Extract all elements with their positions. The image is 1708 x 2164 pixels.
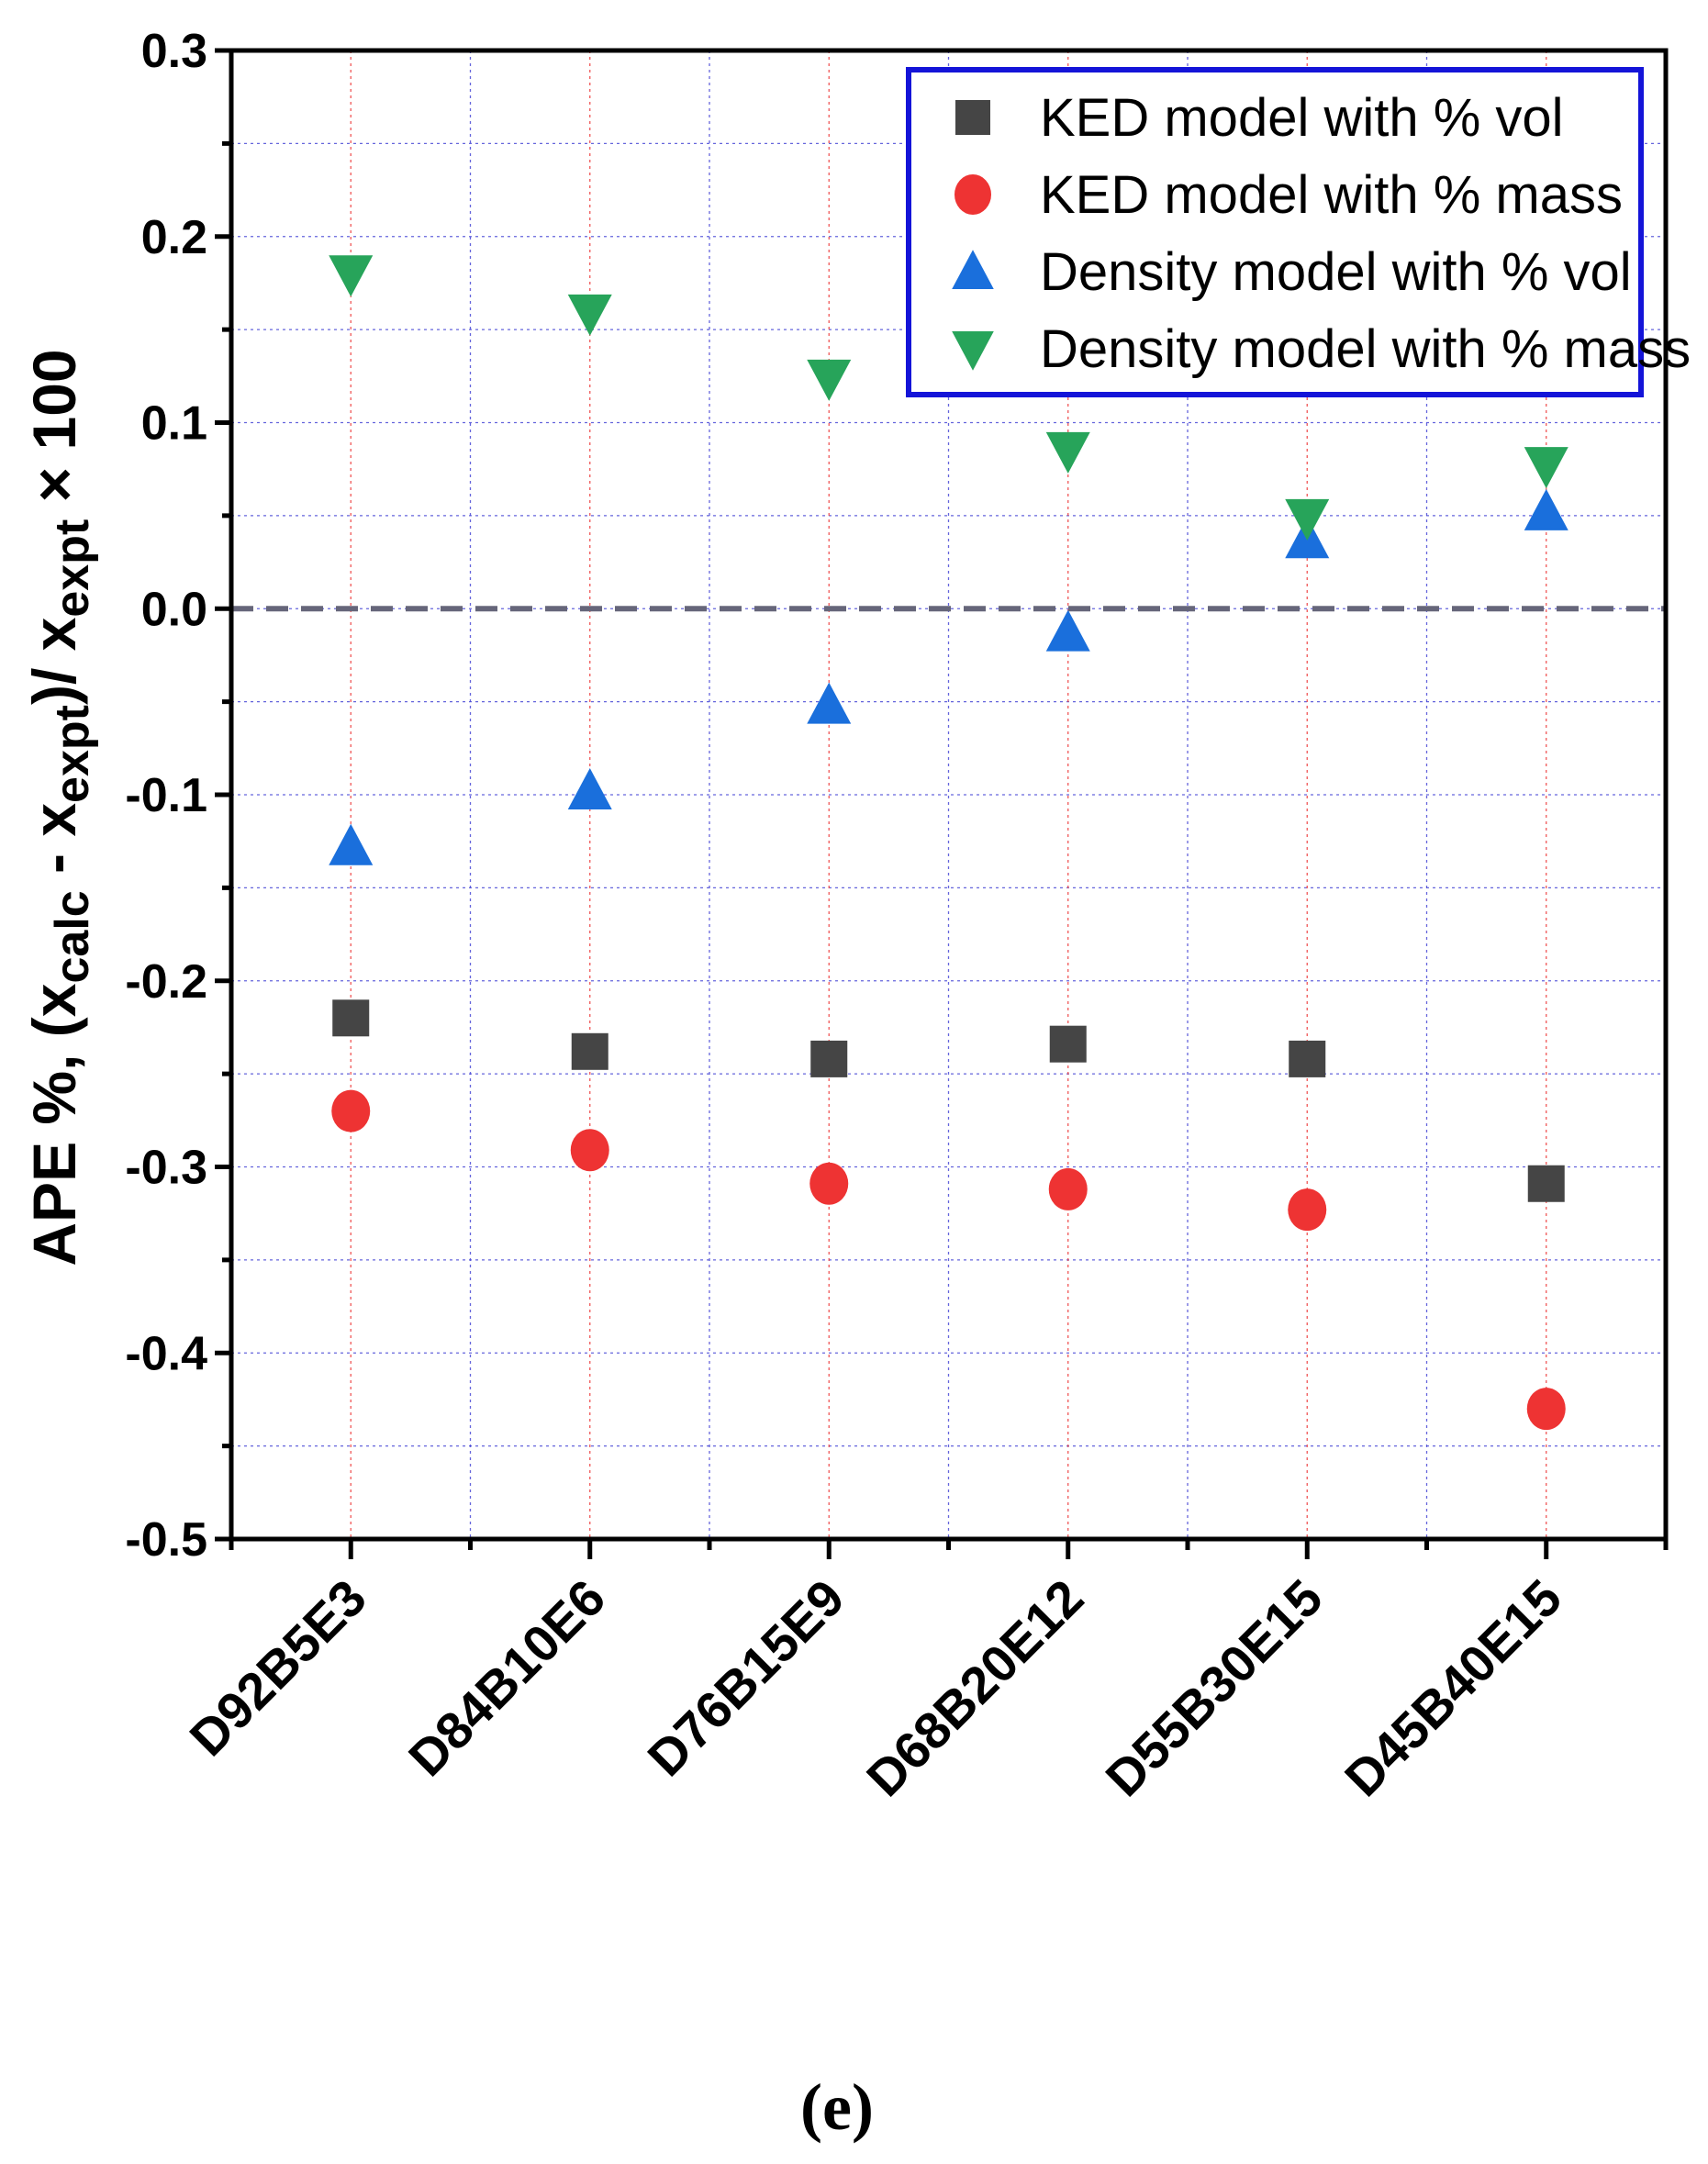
data-point-square xyxy=(1289,1040,1326,1077)
data-point-triangle-up xyxy=(807,682,852,724)
y-tick-label: 0.0 xyxy=(141,583,207,636)
data-point-triangle-down xyxy=(567,294,612,336)
data-point-circle xyxy=(1288,1188,1327,1232)
y-tick-label: -0.2 xyxy=(125,955,207,1009)
series-0 xyxy=(332,999,1565,1202)
data-point-triangle-up xyxy=(329,823,374,865)
x-tick-label: D76B15E9 xyxy=(636,1568,854,1787)
grid-layer xyxy=(231,50,1666,1539)
data-point-circle xyxy=(1048,1167,1088,1210)
data-point-circle xyxy=(570,1129,609,1172)
y-tick-label: -0.1 xyxy=(125,769,207,822)
y-tick-label: -0.4 xyxy=(125,1327,207,1380)
legend-items: KED model with % vol KED model with % mas… xyxy=(952,88,1691,379)
ylabel-prefix: APE %, (x xyxy=(20,983,88,1266)
data-point-circle xyxy=(331,1089,371,1132)
data-point-triangle-down xyxy=(1285,498,1330,541)
figure-caption: (e) xyxy=(800,2070,874,2144)
data-point-triangle-up xyxy=(1524,488,1568,530)
x-tick-label: D55B30E15 xyxy=(1094,1568,1333,1807)
ylabel-expt-subscript-2: expt xyxy=(46,519,99,618)
ylabel-expt-subscript: expt xyxy=(46,705,99,803)
y-tick-label: 0.2 xyxy=(141,211,207,264)
data-point-triangle-up xyxy=(567,767,612,809)
data-point-square xyxy=(1527,1165,1565,1202)
y-tick-label: -0.5 xyxy=(125,1513,207,1567)
legend-box xyxy=(906,67,1644,397)
series-1 xyxy=(331,1089,1566,1431)
x-tick-label: D84B10E6 xyxy=(397,1568,616,1787)
legend-label: Density model with % vol xyxy=(1040,242,1632,302)
legend: KED model with % vol KED model with % mas… xyxy=(906,67,1691,397)
legend-marker-triangle-down xyxy=(952,331,994,371)
y-tick-label: -0.3 xyxy=(125,1142,207,1195)
series-3 xyxy=(329,255,1568,541)
legend-label: KED model with % mass xyxy=(1040,165,1623,225)
ylabel-slash: )/ x xyxy=(20,617,88,705)
data-point-square xyxy=(332,999,370,1037)
legend-label: Density model with % mass xyxy=(1040,319,1691,379)
legend-marker-circle xyxy=(954,174,991,215)
data-point-square xyxy=(571,1032,608,1070)
markers-layer xyxy=(329,255,1568,1431)
data-point-square xyxy=(1049,1025,1087,1063)
data-point-triangle-down xyxy=(1524,447,1568,489)
ylabel-minus: - x xyxy=(20,803,88,891)
ylabel-calc-subscript: calc xyxy=(46,890,99,983)
data-point-triangle-down xyxy=(1045,431,1090,474)
y-axis-label: APE %, (xcalc - xexpt)/ xexpt × 100 xyxy=(20,349,99,1266)
x-tick-label: D92B5E3 xyxy=(178,1568,376,1767)
legend-marker-triangle-up xyxy=(952,250,994,289)
legend-label: KED model with % vol xyxy=(1040,88,1564,148)
data-point-triangle-down xyxy=(807,359,852,401)
data-point-triangle-up xyxy=(1045,609,1090,652)
data-point-triangle-down xyxy=(329,255,374,297)
data-point-square xyxy=(810,1040,848,1077)
y-tick-label: 0.3 xyxy=(141,25,207,78)
x-tick-label: D45B40E15 xyxy=(1334,1568,1572,1807)
legend-marker-square xyxy=(955,100,990,135)
x-tick-label: D68B20E12 xyxy=(855,1568,1094,1807)
data-point-circle xyxy=(809,1162,849,1205)
ylabel-suffix: × 100 xyxy=(20,349,88,519)
y-tick-label: 0.1 xyxy=(141,397,207,451)
data-point-circle xyxy=(1526,1388,1566,1431)
